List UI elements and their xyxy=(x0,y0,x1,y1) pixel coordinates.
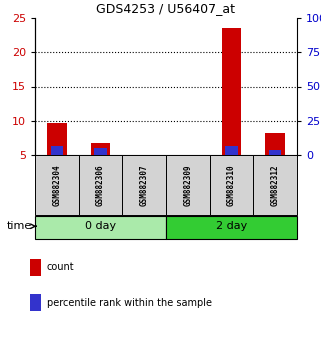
Bar xyxy=(210,155,253,215)
Text: 2 day: 2 day xyxy=(216,221,247,231)
Bar xyxy=(35,216,166,239)
Text: percentile rank within the sample: percentile rank within the sample xyxy=(47,297,212,308)
Text: count: count xyxy=(47,263,74,273)
Bar xyxy=(35,155,79,215)
Bar xyxy=(91,143,110,155)
Bar xyxy=(122,155,166,215)
Text: 0 day: 0 day xyxy=(85,221,116,231)
Bar xyxy=(225,146,238,155)
Text: GSM882304: GSM882304 xyxy=(52,164,61,206)
Text: GSM882307: GSM882307 xyxy=(140,164,149,206)
Bar xyxy=(94,148,107,155)
Text: GSM882312: GSM882312 xyxy=(271,164,280,206)
Title: GDS4253 / U56407_at: GDS4253 / U56407_at xyxy=(97,2,236,16)
Bar xyxy=(222,28,241,155)
Bar xyxy=(79,155,122,215)
Bar xyxy=(166,155,210,215)
Bar xyxy=(166,216,297,239)
Text: GSM882306: GSM882306 xyxy=(96,164,105,206)
Bar xyxy=(265,133,285,155)
Bar xyxy=(253,155,297,215)
Bar xyxy=(269,149,281,155)
Text: GSM882309: GSM882309 xyxy=(183,164,192,206)
Text: time: time xyxy=(6,221,32,231)
Bar xyxy=(51,146,63,155)
Text: GSM882310: GSM882310 xyxy=(227,164,236,206)
Bar xyxy=(47,123,67,155)
Bar xyxy=(30,294,41,311)
Bar xyxy=(30,259,41,276)
